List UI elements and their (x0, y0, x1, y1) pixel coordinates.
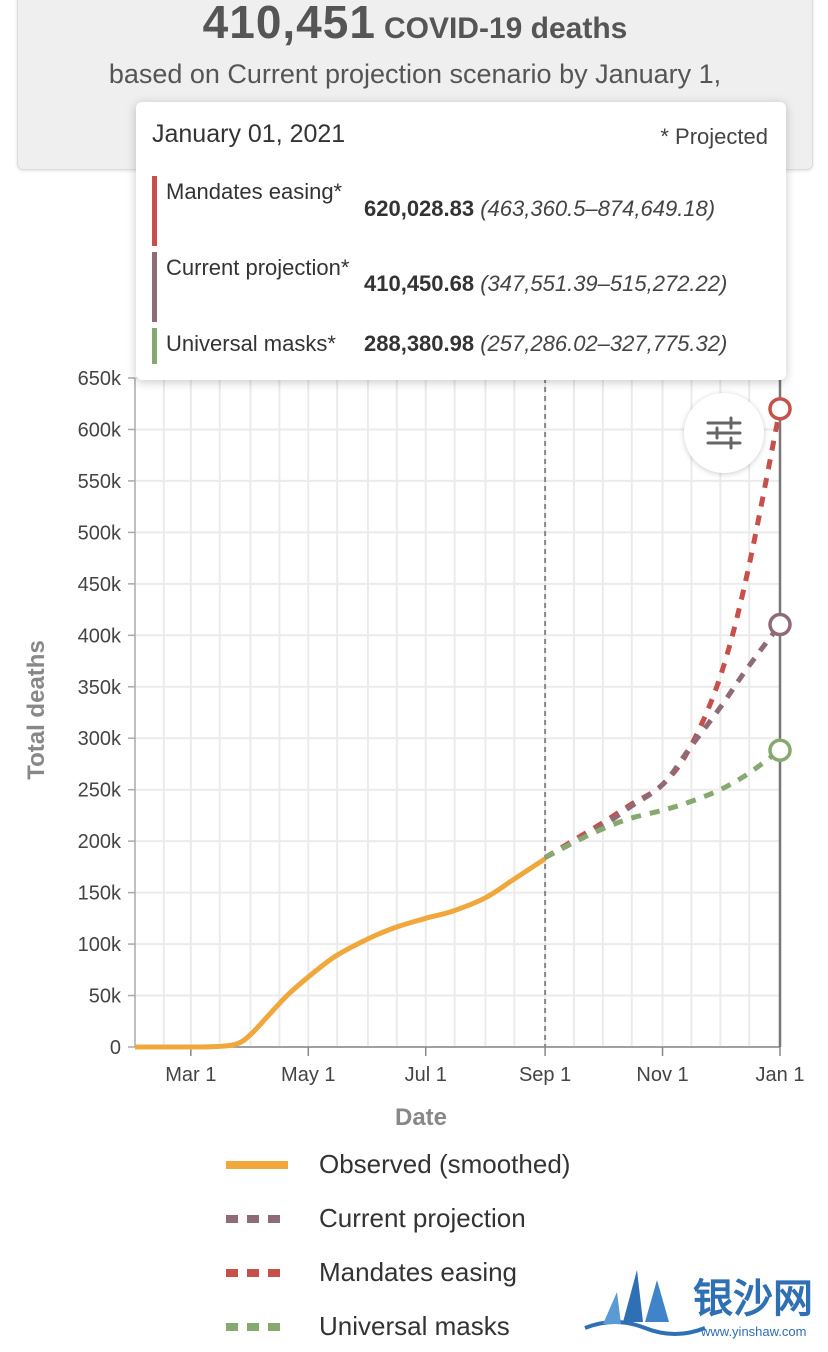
y-tick-label: 0 (110, 1037, 121, 1059)
y-tick-label: 650k (78, 368, 122, 390)
legend-item-mandates-easing[interactable]: Mandates easing (226, 1253, 646, 1293)
y-tick-label: 50k (89, 986, 122, 1008)
x-axis-title: Date (395, 1104, 447, 1131)
hover-point-mandates-easing (768, 397, 792, 421)
y-tick-label: 450k (78, 574, 122, 596)
tooltip-date: January 01, 2021 (152, 120, 346, 148)
x-tick-label: Jan 1 (756, 1064, 805, 1086)
legend-swatch (226, 1215, 288, 1223)
sliders-icon (706, 416, 742, 450)
x-tick-label: Jul 1 (405, 1064, 447, 1086)
legend-item-universal-masks[interactable]: Universal masks (226, 1307, 646, 1347)
legend-label: Universal masks (319, 1311, 510, 1341)
legend-swatch (226, 1269, 288, 1277)
hover-point-current-projection (768, 612, 792, 637)
tooltip-color-bar (152, 328, 157, 364)
y-tick-label: 350k (78, 677, 122, 699)
legend-swatch (226, 1161, 288, 1169)
series-line-universal-masks (543, 748, 782, 860)
chart-markers (768, 397, 792, 762)
tooltip-series-range: (347,551.39–515,272.22) (480, 271, 728, 296)
tooltip-row-current-projection: Current projection* 410,450.68 (347,551.… (152, 252, 774, 322)
death-label: COVID-19 deaths (383, 12, 628, 45)
headline: 410,451 COVID-19 deaths (18, 0, 812, 49)
scenario-description: based on Current projection scenario by … (108, 59, 722, 89)
tooltip-color-bar (152, 176, 157, 246)
series-line-observed-smoothed (134, 856, 547, 1050)
legend-label: Mandates easing (319, 1257, 518, 1287)
x-tick-label: Mar 1 (165, 1064, 216, 1086)
y-axis-title: Total deaths (23, 640, 50, 780)
legend-label: Observed (smoothed) (319, 1149, 571, 1179)
y-tick-label: 550k (78, 471, 122, 493)
watermark-url: www.yinshaw.com (700, 1324, 806, 1339)
legend-item-current-projection[interactable]: Current projection (226, 1199, 646, 1239)
tooltip-series-value: 410,450.68 (347,551.39–515,272.22) (364, 271, 728, 296)
y-tick-label: 400k (78, 625, 122, 647)
y-tick-label: 300k (78, 728, 122, 750)
tooltip-series-range: (463,360.5–874,649.18) (480, 196, 716, 221)
chart-axes: 0 50k 100k 150k 200k 250k 300k 350k 400k 450k 500k… (78, 368, 805, 1086)
x-tick-label: May 1 (281, 1064, 335, 1086)
tooltip-series-value: 620,028.83 (463,360.5–874,649.18) (364, 196, 716, 221)
tooltip-series-range: (257,286.02–327,775.32) (480, 331, 728, 356)
tooltip-series-name: Mandates easing* (166, 179, 343, 204)
y-tick-label: 250k (78, 780, 122, 802)
legend-item-observed[interactable]: Observed (smoothed) (226, 1145, 646, 1185)
tooltip-row-universal-masks: Universal masks* 288,380.98 (257,286.02–… (152, 328, 774, 364)
tooltip-series-name: Current projection* (166, 255, 350, 280)
site-watermark: 银沙网 www.yinshaw.com (575, 1262, 825, 1347)
y-tick-label: 500k (78, 522, 122, 544)
chart-settings-button[interactable] (684, 393, 764, 473)
tooltip-projected-note: * Projected (660, 124, 768, 149)
chart-lines (134, 408, 783, 1050)
chart-grid (135, 377, 781, 1048)
y-tick-label: 200k (78, 831, 122, 853)
y-tick-label: 600k (78, 419, 122, 441)
death-count: 410,451 (202, 0, 376, 48)
tooltip-row-mandates-easing: Mandates easing* 620,028.83 (463,360.5–8… (152, 176, 774, 246)
watermark-brand: 银沙网 (693, 1276, 813, 1322)
y-tick-label: 100k (78, 934, 122, 956)
hover-point-universal-masks (768, 738, 792, 762)
sailboat-logo-icon: 银沙网 www.yinshaw.com (584, 1270, 813, 1339)
legend-label: Current projection (319, 1203, 526, 1233)
y-tick-label: 150k (78, 883, 122, 905)
hover-tooltip: January 01, 2021 * Projected Mandates ea… (136, 102, 786, 380)
legend-swatch (226, 1323, 288, 1331)
tooltip-color-bar (152, 252, 157, 322)
tooltip-series-value: 288,380.98 (257,286.02–327,775.32) (364, 331, 728, 356)
tooltip-series-name: Universal masks* (166, 331, 336, 356)
x-tick-label: Sep 1 (519, 1064, 571, 1086)
x-tick-label: Nov 1 (636, 1064, 688, 1086)
